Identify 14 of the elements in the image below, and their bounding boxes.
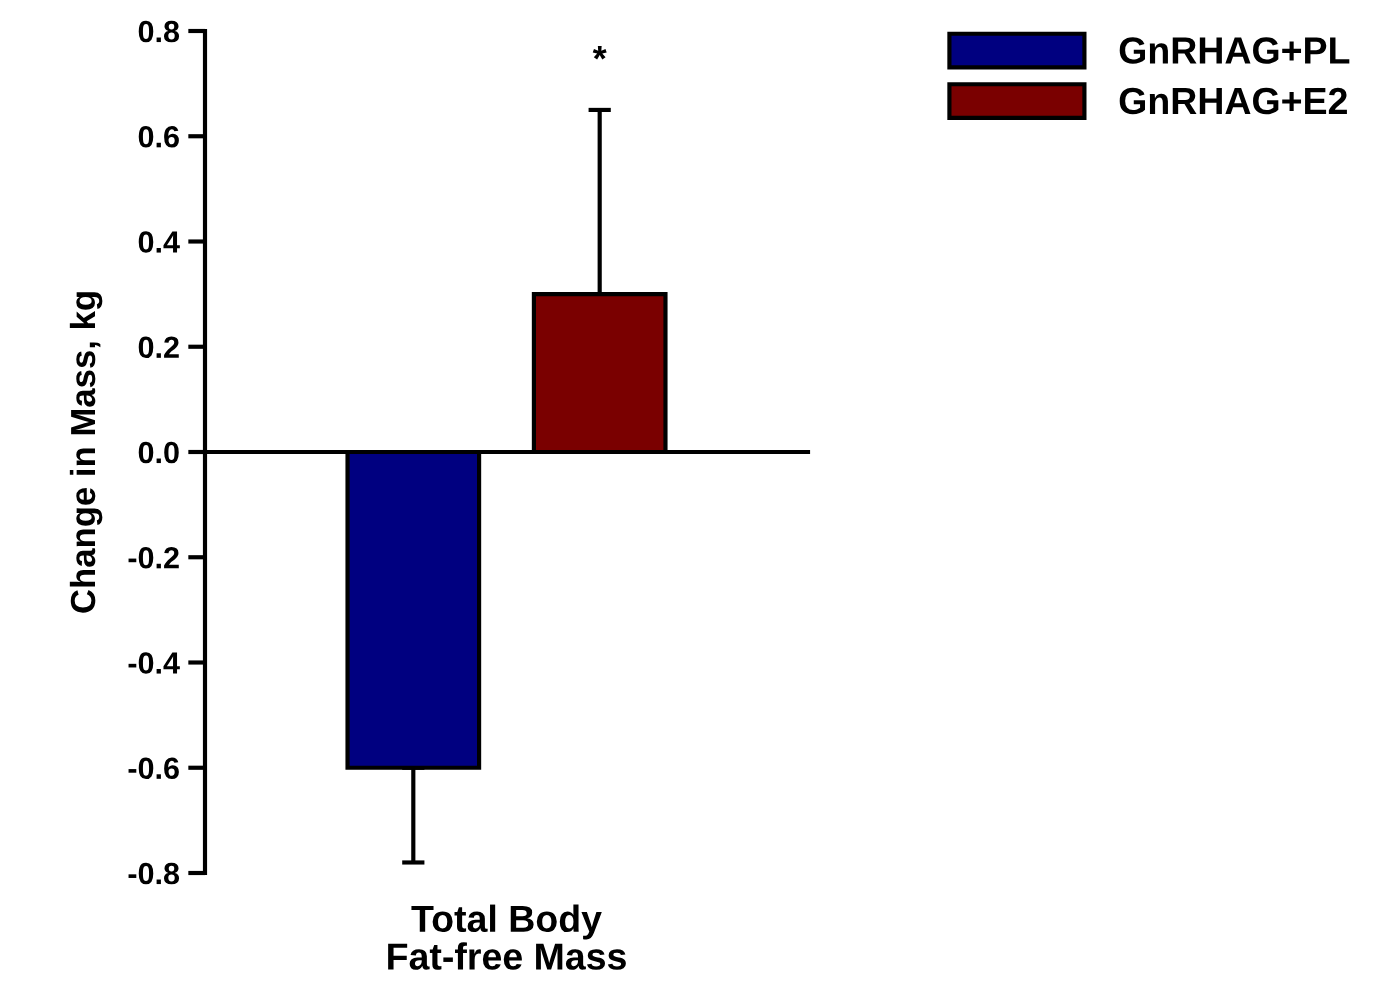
x-tick-label: Total Body Fat-free Mass <box>388 904 626 970</box>
legend-label: GnRHAG+PL <box>1119 37 1350 64</box>
y-tick-label: 0.8 <box>138 20 180 43</box>
y-tick-label: 0.2 <box>138 336 179 359</box>
legend-label: GnRHAG+E2 <box>1119 87 1347 115</box>
y-tick-label: -0.6 <box>128 757 179 780</box>
y-tick-label: -0.2 <box>128 546 179 569</box>
y-axis-title: Change in Mass, kg <box>69 292 103 613</box>
y-tick-label: 0.0 <box>138 441 179 464</box>
y-tick-label: 0.4 <box>138 231 180 253</box>
annotation: * <box>592 46 607 60</box>
y-tick-label: -0.8 <box>128 862 180 885</box>
y-tick-label: -0.4 <box>128 652 180 674</box>
y-tick-label: 0.6 <box>138 125 179 148</box>
